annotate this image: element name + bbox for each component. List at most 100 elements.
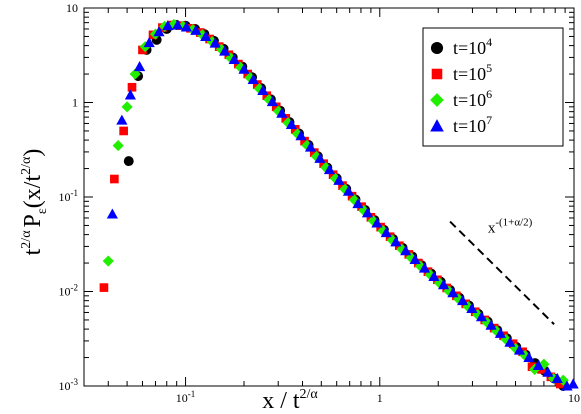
data-point [304, 141, 317, 152]
legend-label: t=104 [453, 35, 492, 58]
data-point [466, 302, 478, 314]
legend: t=104 t=105 t=106 t=107 [422, 27, 564, 147]
data-point [428, 270, 440, 282]
data-point [276, 107, 288, 118]
data-point [285, 118, 298, 130]
data-point [342, 185, 355, 196]
data-point [348, 194, 360, 206]
data-point [457, 295, 469, 306]
data-point [162, 20, 174, 31]
x-tick-label: 10 [568, 391, 580, 405]
data-point [190, 24, 202, 35]
data-point [281, 114, 291, 123]
legend-marker [430, 93, 444, 107]
data-point [206, 36, 218, 48]
data-point [523, 351, 535, 363]
data-point [409, 253, 421, 265]
data-point [485, 319, 497, 330]
data-point [418, 262, 431, 273]
data-point [119, 126, 128, 136]
data-point [475, 311, 488, 322]
data-point [123, 156, 134, 167]
data-point [180, 21, 192, 32]
data-point [532, 359, 545, 370]
x-axis: 10-1 1 10 [83, 8, 580, 405]
data-point [333, 174, 345, 185]
data-point [243, 69, 253, 79]
data-point [567, 378, 579, 389]
data-point [252, 80, 262, 89]
data-point [219, 45, 231, 56]
legend-marker [430, 41, 444, 55]
data-point [329, 172, 341, 185]
legend-label: t=106 [453, 87, 492, 110]
data-point [127, 82, 137, 92]
data-point [295, 130, 307, 141]
data-point [116, 114, 128, 125]
data-point [110, 174, 119, 184]
data-point [319, 159, 328, 169]
data-point [196, 29, 208, 41]
data-point [172, 19, 184, 30]
x-axis-label-main: x / t [262, 388, 300, 414]
data-point [209, 37, 221, 48]
legend-entry: t=105 [431, 61, 492, 84]
power-law-annotation: x-(1+α/2) [488, 217, 533, 237]
data-point [447, 287, 459, 298]
data-point [371, 217, 383, 228]
data-point [494, 327, 507, 338]
data-point [347, 191, 357, 201]
data-point [504, 336, 516, 347]
y-tick-label: 10-2 [59, 283, 79, 299]
legend-entry: t=107 [430, 113, 492, 136]
data-point [309, 148, 319, 157]
data-point [338, 181, 347, 190]
data-point [262, 91, 272, 101]
data-point [124, 89, 136, 100]
data-point [143, 37, 155, 48]
data-point [314, 152, 326, 163]
data-point [228, 53, 240, 65]
power-law-reference-line [449, 220, 555, 325]
x-tick-label: 1 [377, 391, 383, 405]
data-point [437, 279, 450, 290]
data-point [271, 102, 281, 112]
data-point [112, 140, 124, 152]
data-point [238, 63, 250, 74]
y-tick-label: 10 [66, 1, 78, 15]
data-point [551, 372, 563, 384]
data-point [555, 379, 565, 389]
data-point [400, 245, 412, 256]
data-point [99, 283, 109, 292]
data-point [106, 208, 118, 219]
y-tick-label: 10-3 [59, 377, 79, 393]
data-point [352, 198, 364, 209]
data-point [557, 374, 569, 386]
x-tick-label: 10-1 [176, 389, 196, 405]
data-point [328, 170, 338, 180]
data-point [323, 164, 336, 175]
data-point [257, 84, 269, 95]
legend-box [422, 27, 564, 147]
data-point [134, 60, 146, 72]
data-series [99, 18, 579, 391]
data-point [177, 20, 189, 32]
data-point [290, 125, 300, 134]
data-point [390, 236, 402, 247]
data-point [538, 358, 550, 370]
y-axis-label: t2/αPε(x/t2/α) [19, 149, 50, 256]
x-axis-label-exp: 2/α [300, 387, 319, 402]
legend-marker [431, 68, 443, 80]
data-point [129, 68, 141, 80]
legend-entry: t=106 [430, 87, 492, 110]
data-point [200, 30, 212, 41]
data-point [542, 366, 554, 377]
data-point [361, 207, 374, 218]
data-point [513, 344, 526, 355]
data-point [247, 73, 259, 85]
data-point [301, 139, 313, 151]
x-axis-label: x / t2/α [262, 387, 318, 414]
data-point [153, 26, 165, 37]
data-point [121, 101, 133, 113]
